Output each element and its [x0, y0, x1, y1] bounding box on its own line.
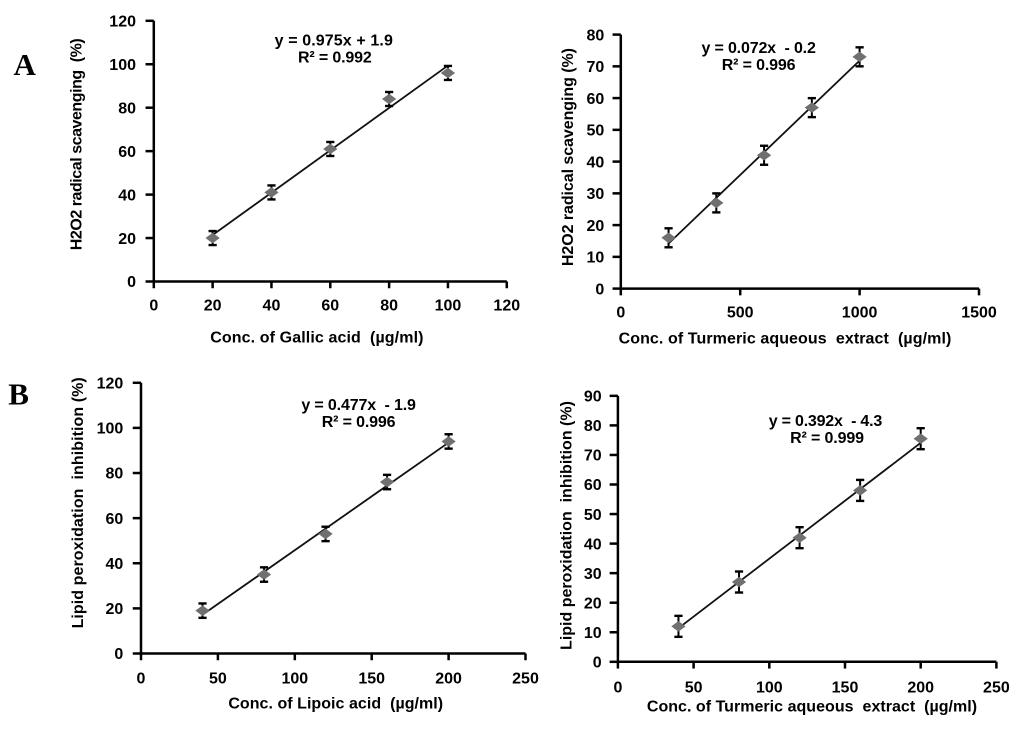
svg-text:Conc. of Lipoic acid (µg/ml): Conc. of Lipoic acid (µg/ml)	[228, 696, 443, 713]
svg-text:0: 0	[149, 298, 158, 315]
svg-text:0: 0	[595, 281, 604, 298]
svg-text:0: 0	[616, 305, 625, 322]
svg-text:150: 150	[358, 671, 385, 688]
svg-text:500: 500	[727, 305, 754, 322]
svg-text:50: 50	[209, 671, 227, 688]
svg-text:150: 150	[832, 680, 859, 697]
svg-text:100: 100	[756, 680, 783, 697]
svg-text:0: 0	[114, 646, 123, 663]
svg-text:R² = 0.996: R² = 0.996	[322, 414, 396, 431]
svg-text:0: 0	[127, 274, 136, 291]
svg-text:y = 0.477x - 1.9: y = 0.477x - 1.9	[301, 397, 416, 414]
svg-text:50: 50	[587, 123, 605, 140]
svg-text:40: 40	[587, 154, 605, 171]
svg-text:60: 60	[584, 477, 602, 494]
svg-text:70: 70	[584, 448, 602, 465]
svg-text:250: 250	[512, 671, 539, 688]
svg-text:Conc. of Turmeric aqueous ext: Conc. of Turmeric aqueous extract (µg/ml…	[619, 331, 952, 348]
svg-text:40: 40	[263, 298, 281, 315]
svg-text:200: 200	[907, 680, 934, 697]
svg-text:80: 80	[584, 418, 602, 435]
svg-text:250: 250	[983, 680, 1010, 697]
svg-text:100: 100	[109, 57, 136, 74]
svg-text:100: 100	[97, 421, 124, 438]
svg-text:0: 0	[613, 680, 622, 697]
svg-text:Lipid peroxidation inhibition: Lipid peroxidation inhibition (%)	[559, 401, 576, 650]
svg-text:60: 60	[321, 298, 339, 315]
svg-text:R² = 0.992: R² = 0.992	[298, 50, 372, 67]
svg-text:B: B	[8, 377, 29, 412]
svg-text:10: 10	[584, 625, 602, 642]
svg-text:60: 60	[587, 91, 605, 108]
svg-text:20: 20	[118, 231, 136, 248]
svg-text:30: 30	[584, 566, 602, 583]
svg-text:H2O2 radical scavenging (%): H2O2 radical scavenging (%)	[560, 48, 577, 266]
svg-text:40: 40	[118, 187, 136, 204]
svg-text:90: 90	[584, 389, 602, 406]
svg-text:y = 0.975x + 1.9: y = 0.975x + 1.9	[275, 33, 393, 50]
svg-text:200: 200	[435, 671, 462, 688]
svg-text:Lipid peroxidation inhibition: Lipid peroxidation inhibition (%)	[70, 377, 87, 628]
svg-text:100: 100	[281, 671, 308, 688]
svg-text:Conc. of Gallic acid (µg/ml): Conc. of Gallic acid (µg/ml)	[210, 330, 423, 347]
svg-text:R² = 0.996: R² = 0.996	[722, 57, 796, 74]
svg-text:y = 0.392x - 4.3: y = 0.392x - 4.3	[769, 413, 883, 430]
svg-text:120: 120	[97, 375, 124, 392]
svg-text:20: 20	[587, 218, 605, 235]
svg-text:y = 0.072x - 0.2: y = 0.072x - 0.2	[701, 40, 816, 57]
svg-text:80: 80	[106, 466, 124, 483]
svg-text:A: A	[14, 47, 37, 82]
svg-text:20: 20	[106, 601, 124, 618]
svg-text:40: 40	[106, 556, 124, 573]
svg-text:Conc. of Turmeric aqueous ext: Conc. of Turmeric aqueous extract (µg/ml…	[647, 699, 977, 716]
svg-text:120: 120	[109, 14, 136, 31]
svg-text:40: 40	[584, 536, 602, 553]
svg-text:10: 10	[587, 250, 605, 267]
svg-text:80: 80	[380, 298, 398, 315]
svg-text:50: 50	[685, 680, 703, 697]
svg-text:60: 60	[106, 511, 124, 528]
svg-text:1000: 1000	[842, 305, 878, 322]
svg-text:30: 30	[587, 186, 605, 203]
svg-text:60: 60	[118, 144, 136, 161]
svg-text:R² = 0.999: R² = 0.999	[790, 430, 864, 447]
svg-text:20: 20	[204, 298, 222, 315]
svg-text:120: 120	[493, 298, 520, 315]
svg-text:100: 100	[435, 298, 462, 315]
svg-text:80: 80	[587, 27, 605, 44]
svg-text:20: 20	[584, 595, 602, 612]
svg-text:1500: 1500	[961, 305, 997, 322]
svg-text:70: 70	[587, 59, 605, 76]
svg-text:80: 80	[118, 100, 136, 117]
svg-text:50: 50	[584, 507, 602, 524]
svg-text:0: 0	[593, 655, 602, 672]
svg-text:H2O2 radical scavenging (%): H2O2 radical scavenging (%)	[69, 39, 86, 251]
svg-text:0: 0	[137, 671, 146, 688]
